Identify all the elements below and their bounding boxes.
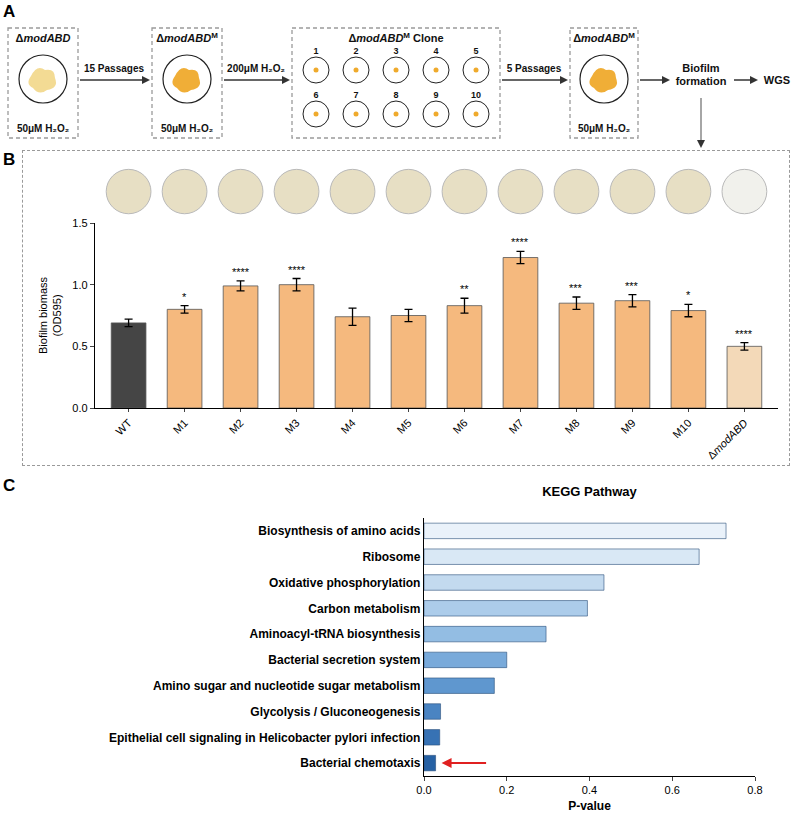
- svg-text:Aminoacyl-tRNA biosynthesis: Aminoacyl-tRNA biosynthesis: [249, 627, 420, 641]
- svg-text:***: ***: [569, 282, 583, 294]
- svg-text:5: 5: [473, 46, 478, 56]
- svg-text:ΔmodABDMClone: ΔmodABDMClone: [348, 31, 443, 45]
- svg-text:200μM H₂O₂: 200μM H₂O₂: [227, 63, 285, 74]
- svg-text:Biofilm biomass(OD595): Biofilm biomass(OD595): [37, 276, 63, 354]
- svg-text:****: ****: [288, 264, 306, 276]
- svg-text:9: 9: [433, 90, 438, 100]
- svg-text:10: 10: [471, 90, 481, 100]
- svg-text:ΔmodABDM: ΔmodABDM: [156, 31, 218, 45]
- svg-text:formation: formation: [676, 75, 727, 87]
- svg-text:M4: M4: [339, 417, 358, 436]
- svg-text:50μM H₂O₂: 50μM H₂O₂: [17, 123, 69, 134]
- svg-text:50μM H₂O₂: 50μM H₂O₂: [161, 123, 213, 134]
- svg-text:0.8: 0.8: [747, 784, 762, 796]
- svg-text:15 Passages: 15 Passages: [84, 63, 144, 74]
- svg-text:Epithelial cell signaling in H: Epithelial cell signaling in Helicobacte…: [109, 731, 420, 745]
- svg-text:0.6: 0.6: [665, 784, 680, 796]
- svg-text:WGS: WGS: [764, 74, 790, 86]
- svg-text:Oxidative phosphorylation: Oxidative phosphorylation: [269, 576, 420, 590]
- svg-text:M2: M2: [227, 417, 246, 436]
- svg-text:ΔmodABDM: ΔmodABDM: [573, 31, 635, 45]
- svg-text:1: 1: [313, 46, 318, 56]
- svg-text:M6: M6: [451, 417, 470, 436]
- svg-text:Glycolysis / Gluconeogenesis: Glycolysis / Gluconeogenesis: [250, 705, 420, 719]
- svg-text:Biofilm: Biofilm: [682, 62, 719, 74]
- svg-text:M7: M7: [506, 417, 525, 436]
- svg-text:Amino sugar and nucleotide sug: Amino sugar and nucleotide sugar metabol…: [153, 679, 420, 693]
- svg-text:0.4: 0.4: [582, 784, 597, 796]
- svg-text:***: ***: [625, 280, 639, 292]
- svg-text:M1: M1: [171, 417, 190, 436]
- svg-text:3: 3: [393, 46, 398, 56]
- svg-text:5 Passages: 5 Passages: [507, 63, 562, 74]
- svg-text:Bacterial secretion system: Bacterial secretion system: [268, 653, 420, 667]
- svg-text:M3: M3: [283, 417, 302, 436]
- svg-text:**: **: [460, 283, 469, 295]
- svg-text:1.0: 1.0: [72, 279, 87, 291]
- svg-text:ΔmodABD: ΔmodABD: [16, 32, 71, 44]
- svg-text:Bacterial chemotaxis: Bacterial chemotaxis: [300, 756, 420, 770]
- svg-text:4: 4: [433, 46, 438, 56]
- svg-text:7: 7: [353, 90, 358, 100]
- svg-text:****: ****: [511, 236, 529, 248]
- svg-text:0.0: 0.0: [416, 784, 431, 796]
- svg-text:6: 6: [313, 90, 318, 100]
- svg-text:Carbon metabolism: Carbon metabolism: [308, 602, 420, 616]
- svg-text:P-value: P-value: [568, 799, 611, 813]
- svg-text:0.0: 0.0: [72, 402, 87, 414]
- svg-text:M5: M5: [395, 417, 414, 436]
- svg-text:WT: WT: [113, 417, 134, 438]
- svg-text:****: ****: [232, 266, 250, 278]
- svg-text:KEGG Pathway: KEGG Pathway: [542, 484, 637, 499]
- svg-text:1.5: 1.5: [72, 217, 87, 229]
- svg-text:Ribosome: Ribosome: [362, 550, 420, 564]
- svg-text:Biosynthesis of amino acids: Biosynthesis of amino acids: [258, 524, 420, 538]
- svg-text:M10: M10: [670, 417, 694, 441]
- svg-text:8: 8: [393, 90, 398, 100]
- svg-text:M8: M8: [562, 417, 581, 436]
- svg-text:ΔmodABD: ΔmodABD: [705, 417, 750, 462]
- html-text:A: A: [3, 2, 16, 21]
- html-text:C: C: [3, 476, 16, 495]
- html-text:B: B: [3, 150, 16, 169]
- svg-text:*: *: [182, 291, 187, 303]
- svg-text:2: 2: [353, 46, 358, 56]
- svg-text:0.5: 0.5: [72, 340, 87, 352]
- svg-text:*: *: [686, 289, 691, 301]
- svg-text:****: ****: [735, 328, 753, 340]
- svg-text:M9: M9: [618, 417, 637, 436]
- svg-text:50μM H₂O₂: 50μM H₂O₂: [578, 123, 630, 134]
- svg-text:0.2: 0.2: [499, 784, 514, 796]
